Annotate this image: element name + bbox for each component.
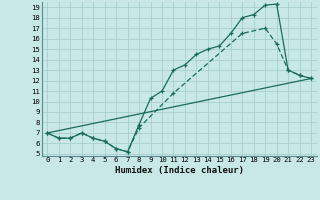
X-axis label: Humidex (Indice chaleur): Humidex (Indice chaleur) (115, 166, 244, 175)
